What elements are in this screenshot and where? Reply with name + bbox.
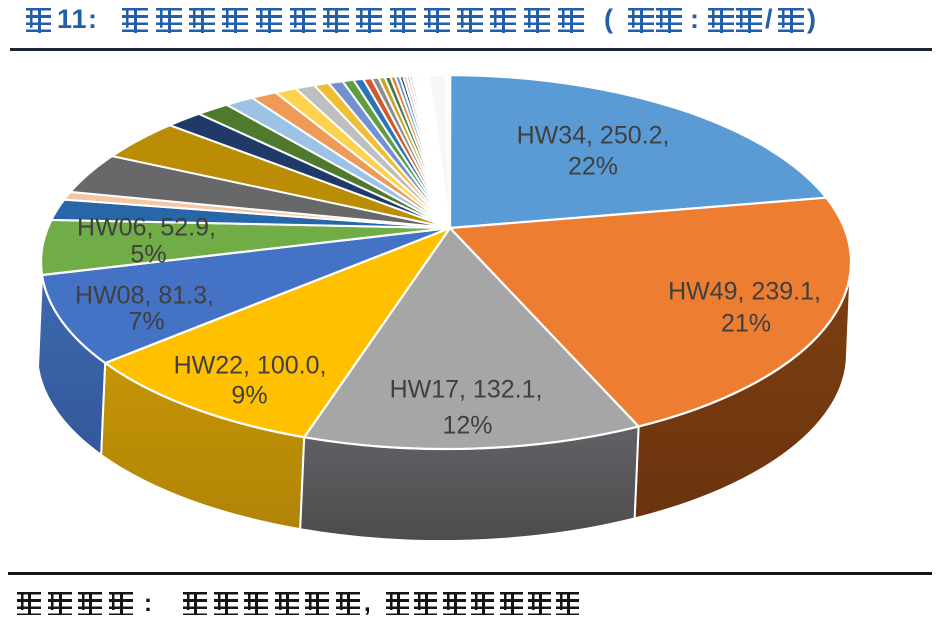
svg-text:5%: 5% (130, 240, 166, 268)
svg-text:HW17, 132.1,: HW17, 132.1, (390, 375, 543, 403)
svg-text:22%: 22% (568, 152, 618, 180)
svg-text:HW06, 52.9,: HW06, 52.9, (77, 213, 216, 241)
svg-text:HW22, 100.0,: HW22, 100.0, (174, 351, 327, 379)
svg-text:12%: 12% (442, 411, 492, 439)
svg-text:HW49, 239.1,: HW49, 239.1, (668, 277, 821, 305)
svg-text:HW34, 250.2,: HW34, 250.2, (517, 121, 670, 149)
svg-text:9%: 9% (231, 381, 267, 409)
svg-text:21%: 21% (721, 309, 771, 337)
svg-text:7%: 7% (128, 307, 164, 335)
svg-text:HW08, 81.3,: HW08, 81.3, (75, 281, 214, 309)
